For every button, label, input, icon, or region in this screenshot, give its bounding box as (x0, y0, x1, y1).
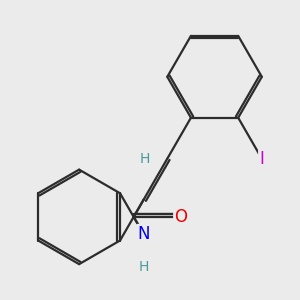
Text: O: O (174, 208, 188, 226)
Text: H: H (139, 260, 149, 274)
Text: H: H (140, 152, 150, 166)
Text: N: N (137, 225, 150, 243)
Text: I: I (260, 150, 264, 168)
